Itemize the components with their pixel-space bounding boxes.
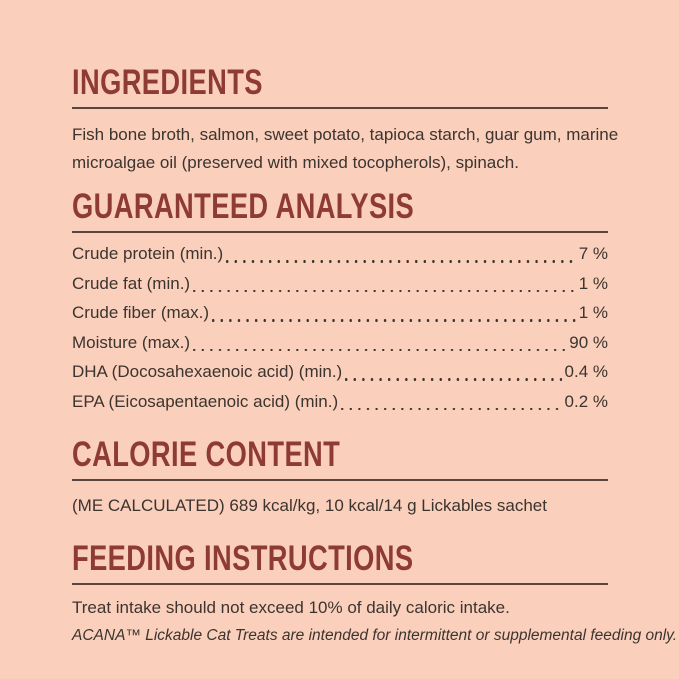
section-ingredients: INGREDIENTS Fish bone broth, salmon, swe…: [72, 63, 619, 176]
dot-leader: [211, 298, 576, 322]
feeding-instructions-divider: [72, 582, 608, 585]
section-guaranteed-analysis: GUARANTEED ANALYSIS Crude protein (min.)…: [72, 189, 608, 416]
analysis-label: Crude fiber (max.): [72, 303, 209, 322]
analysis-label: Moisture (max.): [72, 332, 191, 352]
analysis-value: 7 %: [578, 244, 608, 263]
supplemental-feeding-note: ACANA™ Lickable Cat Treats are intended …: [72, 627, 678, 644]
feeding-instructions-text: Treat intake should not exceed 10% of da…: [72, 597, 510, 617]
analysis-value: 0.2 %: [564, 391, 608, 411]
feeding-instructions-title: FEEDING INSTRUCTIONS: [72, 538, 414, 578]
dot-leader: [341, 386, 562, 410]
analysis-label: Crude protein (min.): [72, 244, 224, 263]
analysis-value: 90 %: [569, 332, 608, 352]
analysis-label: EPA (Eicosapentaenoic acid) (min.): [72, 391, 339, 411]
ingredients-title: INGREDIENTS: [72, 63, 263, 102]
analysis-row: Crude fat (min.) 1 %: [72, 268, 608, 299]
calorie-content-divider: [72, 479, 608, 481]
dot-leader: [193, 327, 567, 351]
analysis-row: Crude protein (min.) 7 %: [72, 239, 608, 269]
analysis-table: Crude protein (min.) 7 % Crude fat (min.…: [72, 239, 608, 416]
section-feeding-instructions: FEEDING INSTRUCTIONS Treat intake should…: [72, 538, 678, 649]
analysis-row: Moisture (max.) 90 %: [72, 327, 608, 358]
section-calorie-content: CALORIE CONTENT (ME CALCULATED) 689 kcal…: [72, 437, 608, 520]
analysis-value: 1 %: [578, 273, 608, 293]
calorie-content-title: CALORIE CONTENT: [72, 435, 341, 474]
analysis-label: Crude fat (min.): [72, 273, 191, 293]
guaranteed-analysis-divider: [72, 231, 608, 233]
ingredients-divider: [72, 107, 608, 109]
ingredients-text: Fish bone broth, salmon, sweet potato, t…: [72, 121, 619, 176]
dot-leader: [226, 239, 576, 263]
analysis-row: EPA (Eicosapentaenoic acid) (min.) 0.2 %: [72, 386, 608, 417]
calorie-content-text: (ME CALCULATED) 689 kcal/kg, 10 kcal/14 …: [72, 496, 547, 515]
dot-leader: [193, 268, 576, 292]
analysis-value: 0.4 %: [564, 362, 608, 381]
guaranteed-analysis-title: GUARANTEED ANALYSIS: [72, 187, 415, 226]
ingredients-line-2: microalgae oil (preserved with mixed toc…: [72, 152, 519, 172]
analysis-row: Crude fiber (max.) 1 %: [72, 298, 608, 328]
analysis-value: 1 %: [578, 303, 608, 322]
analysis-label: DHA (Docosahexaenoic acid) (min.): [72, 362, 343, 381]
ingredients-line-1: Fish bone broth, salmon, sweet potato, t…: [72, 125, 619, 144]
analysis-row: DHA (Docosahexaenoic acid) (min.) 0.4 %: [72, 357, 608, 387]
dot-leader: [345, 357, 562, 381]
